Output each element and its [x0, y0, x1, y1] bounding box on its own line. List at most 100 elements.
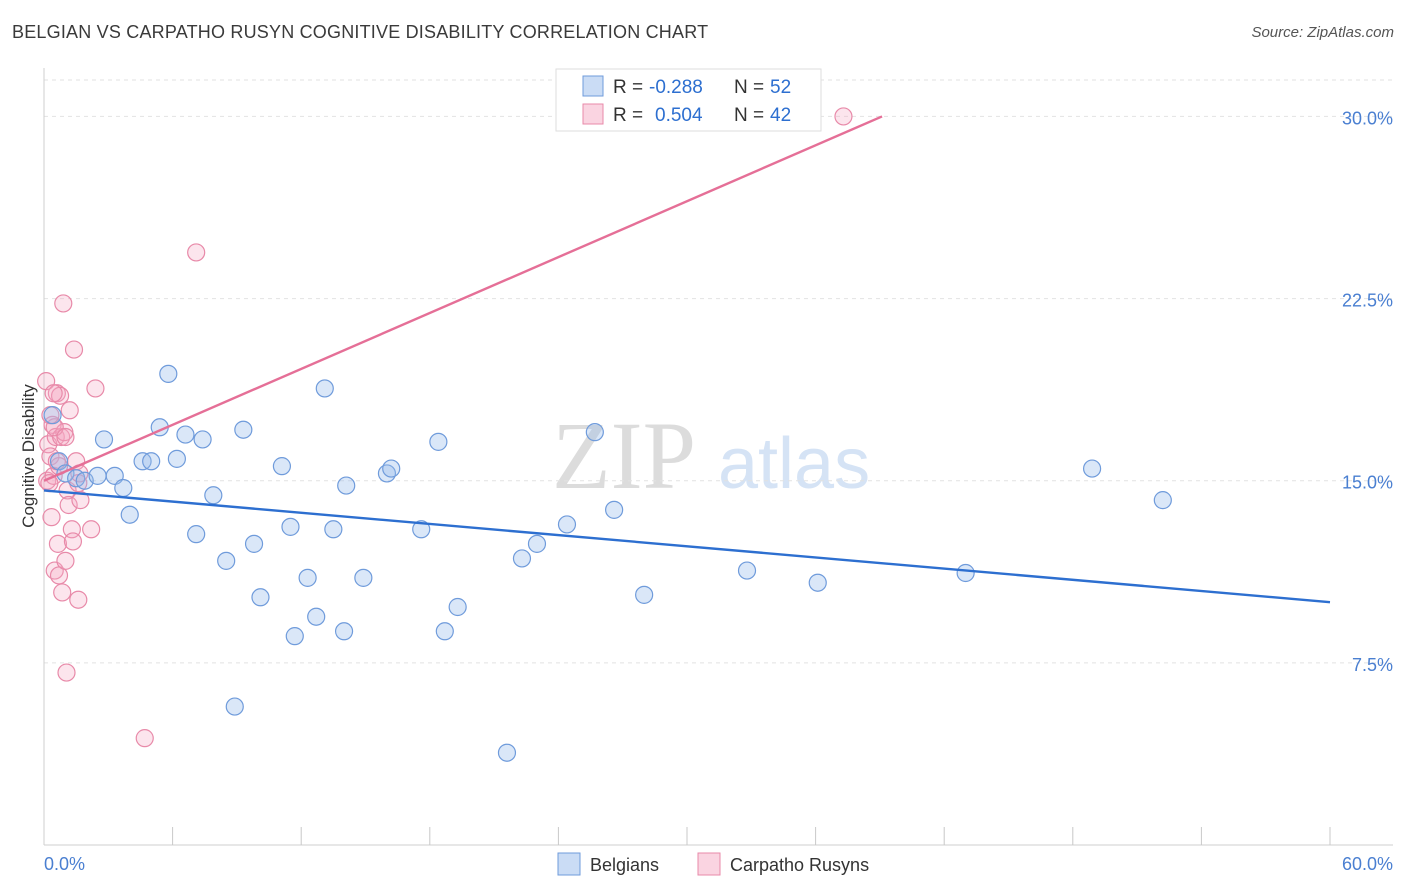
- carpatho-rusyn-point: [56, 427, 75, 447]
- stats-legend: R = -0.288 N = 52 R = 0.504 N = 42: [555, 68, 822, 132]
- y-tick-label: 7.5%: [1352, 655, 1393, 675]
- belgian-point: [635, 585, 654, 604]
- belgian-point: [956, 563, 975, 583]
- carpatho-rusyn-trend-line: [43, 115, 883, 482]
- belgian-point: [1082, 459, 1102, 478]
- belgian-point: [435, 622, 454, 641]
- belgian-point: [557, 515, 577, 534]
- carpatho-rusyn-point: [57, 663, 76, 682]
- carpatho-r-label: R =: [613, 105, 643, 126]
- y-tick-label: 30.0%: [1342, 108, 1393, 128]
- y-tick-label: 22.5%: [1342, 291, 1393, 311]
- belgian-point: [234, 420, 253, 439]
- carpatho-rusyns-swatch: [582, 103, 604, 125]
- belgian-point: [448, 597, 467, 617]
- axes: [43, 68, 1393, 846]
- carpatho-rusyn-point: [834, 107, 853, 126]
- belgian-point: [244, 534, 264, 553]
- belgian-point: [315, 379, 334, 398]
- carpatho-rusyn-point: [44, 384, 63, 403]
- carpatho-r-value: 0.504: [655, 105, 703, 126]
- trend-lines: [43, 115, 1331, 604]
- belgian-point: [193, 430, 212, 449]
- belgian-point: [281, 517, 300, 536]
- belgians-swatch: [582, 75, 604, 97]
- belgian-point: [114, 478, 133, 498]
- carpatho-rusyn-point: [42, 508, 61, 527]
- belgian-point: [159, 364, 178, 383]
- carpatho-rusyn-point: [64, 340, 84, 359]
- belgian-point: [324, 520, 343, 539]
- legend-belgians-swatch: [557, 852, 581, 876]
- carpatho-rusyn-point: [59, 495, 78, 515]
- carpatho-rusyn-point: [82, 520, 101, 539]
- carpatho-rusyn-point: [135, 729, 154, 748]
- y-tick-labels: 7.5% 15.0% 22.5% 30.0%: [1342, 108, 1393, 674]
- source-label: Source: ZipAtlas.com: [1251, 24, 1394, 41]
- belgian-point: [512, 549, 532, 568]
- belgian-point: [187, 525, 206, 544]
- chart-title: BELGIAN VS CARPATHO RUSYN COGNITIVE DISA…: [12, 22, 709, 42]
- watermark-atlas: atlas: [718, 424, 870, 504]
- y-axis-label: Cognitive Disability: [19, 384, 38, 528]
- carpatho-rusyn-point: [56, 551, 75, 570]
- belgian-point: [412, 520, 431, 539]
- carpatho-rusyn-point: [48, 534, 68, 553]
- carpatho-rusyn-point: [53, 583, 72, 602]
- carpatho-n-value: 42: [770, 105, 791, 126]
- belgian-point: [382, 459, 401, 478]
- belgian-point: [585, 423, 604, 442]
- carpatho-rusyn-point: [54, 294, 73, 313]
- watermark-zip: ZIP: [552, 402, 696, 509]
- carpatho-rusyn-point: [46, 427, 65, 447]
- y-tick-label: 15.0%: [1342, 473, 1393, 493]
- carpatho-rusyn-point: [187, 243, 206, 262]
- carpatho-rusyn-point: [86, 379, 105, 398]
- belgian-point: [251, 588, 270, 607]
- belgians-n-value: 52: [770, 77, 791, 98]
- belgian-point: [605, 500, 624, 519]
- carpatho-rusyn-point: [69, 590, 88, 609]
- x-tick-label-min: 0.0%: [44, 854, 85, 874]
- belgian-point: [43, 406, 62, 425]
- belgian-point: [497, 743, 517, 762]
- legend-carpatho-swatch: [697, 852, 721, 876]
- belgian-trend-line: [43, 489, 1331, 604]
- belgians-r-value: -0.288: [649, 77, 703, 98]
- belgian-point: [429, 432, 448, 451]
- belgian-point: [808, 573, 827, 592]
- carpatho-rusyn-point: [71, 491, 90, 510]
- belgian-points: [43, 364, 1172, 762]
- carpatho-rusyn-point: [63, 532, 83, 551]
- belgian-point: [142, 452, 161, 471]
- belgian-point: [334, 622, 354, 641]
- belgian-point: [225, 697, 244, 716]
- belgian-point: [217, 551, 236, 570]
- carpatho-rusyn-point: [60, 401, 79, 420]
- belgian-point: [88, 466, 107, 485]
- gridlines: [44, 79, 1393, 664]
- belgian-point: [176, 425, 195, 444]
- legend-belgians-label: Belgians: [590, 855, 659, 875]
- belgian-point: [285, 627, 304, 646]
- legend-carpatho-label: Carpatho Rusyns: [730, 855, 869, 875]
- belgian-point: [272, 457, 292, 476]
- belgian-point: [94, 430, 114, 449]
- belgian-point: [307, 607, 326, 626]
- carpatho-rusyn-point: [52, 427, 71, 447]
- belgian-point: [337, 476, 356, 495]
- belgian-point: [527, 534, 547, 553]
- bottom-legend: Belgians Carpatho Rusyns: [557, 852, 869, 876]
- belgian-point: [737, 561, 757, 580]
- x-tick-label-max: 60.0%: [1342, 854, 1393, 874]
- belgian-point: [298, 568, 317, 587]
- belgian-point: [1153, 491, 1172, 510]
- x-ticks: [172, 827, 1331, 845]
- belgian-point: [167, 449, 186, 468]
- belgian-point: [120, 505, 139, 524]
- carpatho-n-label: N =: [734, 105, 764, 126]
- belgian-point: [204, 486, 223, 505]
- belgian-point: [354, 568, 373, 587]
- belgians-r-label: R =: [613, 77, 643, 98]
